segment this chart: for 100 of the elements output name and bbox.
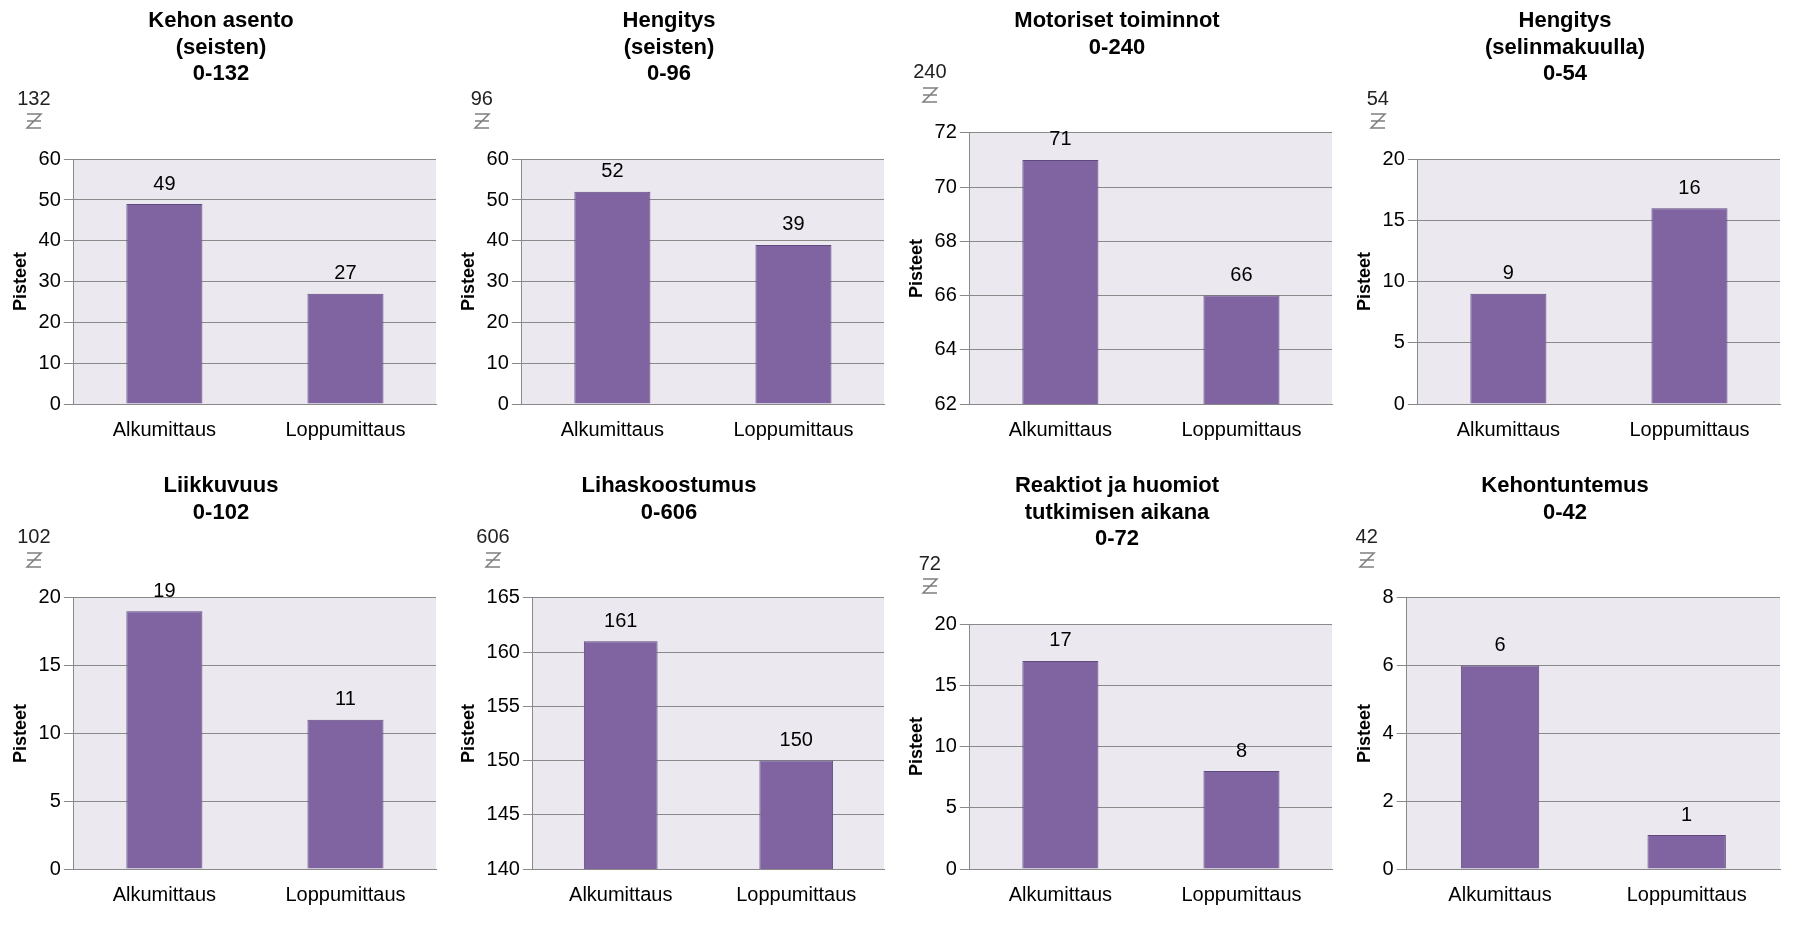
y-tick-label: 68 <box>934 228 957 251</box>
data-label: 8 <box>1235 738 1248 761</box>
y-tick-label: 50 <box>486 187 509 210</box>
data-label: 9 <box>1502 261 1514 284</box>
data-label: 11 <box>335 687 356 710</box>
y-tick-label: 5 <box>945 795 957 818</box>
y-tick-label: 160 <box>486 639 520 662</box>
data-label: 39 <box>782 212 805 235</box>
chart-title: Kehon asento (seisten) 0-132 <box>148 7 294 86</box>
x-tick-label: Loppumittaus <box>285 882 406 905</box>
y-tick-label: 15 <box>934 672 957 695</box>
y-tick-label: 0 <box>497 391 509 414</box>
y-tick-label: 8 <box>1382 585 1394 608</box>
x-tick-label: Alkumittaus <box>112 882 217 905</box>
x-tick-label: Alkumittaus <box>1008 417 1113 440</box>
y-tick-label: 4 <box>1382 720 1394 743</box>
y-tick-label: 150 <box>486 748 520 771</box>
chart-title: Hengitys (seisten) 0-96 <box>622 7 716 86</box>
x-tick-label: Loppumittaus <box>1626 882 1747 905</box>
y-tick-label: 0 <box>49 856 61 879</box>
x-tick-label: Loppumittaus <box>736 882 857 905</box>
y-tick-label: 20 <box>38 309 61 332</box>
y-tick-label: 0 <box>1393 391 1405 414</box>
y-tick-label: 20 <box>38 585 61 608</box>
y-tick-label: 20 <box>934 611 957 634</box>
data-label: 161 <box>604 608 638 631</box>
text: 54 <box>1366 86 1389 109</box>
y-tick-label: 5 <box>1393 330 1405 353</box>
x-tick-label: Loppumittaus <box>1629 417 1750 440</box>
data-label: 19 <box>153 578 176 601</box>
text: 72 <box>918 551 941 574</box>
y-tick-label: 70 <box>934 174 957 197</box>
y-tick-label: 145 <box>486 802 520 825</box>
y-tick-label: 15 <box>1382 207 1405 230</box>
y-tick-label: 62 <box>934 391 957 414</box>
data-label: 66 <box>1230 263 1253 286</box>
y-tick-label: 10 <box>38 350 61 373</box>
y-tick-label: 0 <box>49 391 61 414</box>
y-tick-label: 50 <box>38 187 61 210</box>
x-tick-label: Alkumittaus <box>560 417 665 440</box>
text: 132 <box>17 86 51 109</box>
data-label: 71 <box>1049 127 1072 150</box>
y-axis-title: Pisteet <box>457 703 478 763</box>
y-axis-title: Pisteet <box>9 703 30 763</box>
y-tick-label: 10 <box>934 734 957 757</box>
text: 96 <box>470 86 493 109</box>
x-tick-label: Loppumittaus <box>285 417 406 440</box>
y-axis-title: Pisteet <box>905 717 926 777</box>
y-axis-title: Pisteet <box>905 238 926 298</box>
y-tick-label: 6 <box>1382 653 1394 676</box>
data-label: 49 <box>153 171 176 194</box>
y-tick-label: 20 <box>486 309 509 332</box>
y-tick-label: 64 <box>934 337 957 360</box>
data-label: 16 <box>1678 175 1701 198</box>
chart-title: Reaktiot ja huomiot tutkimisen aikana 0-72 <box>1014 472 1220 551</box>
y-axis-title: Pisteet <box>1353 252 1374 312</box>
y-tick-label: 40 <box>38 228 61 251</box>
x-tick-label: Alkumittaus <box>1448 882 1552 905</box>
data-label: 150 <box>779 728 813 751</box>
data-label: 1 <box>1681 802 1693 825</box>
y-tick-label: 72 <box>934 120 957 143</box>
y-axis-title: Pisteet <box>1353 703 1374 763</box>
y-tick-label: 30 <box>486 269 509 292</box>
text: 102 <box>17 525 51 548</box>
y-tick-label: 10 <box>1382 269 1405 292</box>
data-label: 52 <box>601 159 624 182</box>
y-tick-label: 140 <box>486 856 520 879</box>
x-tick-label: Alkumittaus <box>569 882 673 905</box>
y-tick-label: 165 <box>486 585 520 608</box>
y-tick-label: 60 <box>38 146 61 169</box>
text: 42 <box>1355 525 1378 548</box>
y-tick-label: 20 <box>1382 146 1405 169</box>
y-tick-label: 5 <box>49 788 61 811</box>
chart-title: Motoriset toiminnot 0-240 <box>1014 7 1221 59</box>
text: 606 <box>476 525 510 548</box>
y-tick-label: 30 <box>38 269 61 292</box>
x-tick-label: Alkumittaus <box>1008 882 1113 905</box>
x-tick-label: Loppumittaus <box>1181 417 1302 440</box>
y-tick-label: 15 <box>38 653 61 676</box>
y-tick-label: 10 <box>38 720 61 743</box>
x-tick-label: Loppumittaus <box>1181 882 1302 905</box>
x-tick-label: Loppumittaus <box>733 417 854 440</box>
y-axis-title: Pisteet <box>457 252 478 312</box>
chart-title: Liikkuvuus 0-102 <box>163 472 279 524</box>
y-tick-label: 0 <box>945 856 957 879</box>
y-tick-label: 66 <box>934 283 957 306</box>
y-tick-label: 60 <box>486 146 509 169</box>
y-tick-label: 155 <box>486 693 520 716</box>
data-label: 17 <box>1049 628 1072 651</box>
chart-title: Lihaskoostumus 0-606 <box>581 472 757 524</box>
text: 240 <box>913 60 947 83</box>
y-tick-label: 10 <box>486 350 509 373</box>
y-tick-label: 2 <box>1382 788 1394 811</box>
chart-title: Kehontuntemus 0-42 <box>1481 472 1649 524</box>
data-label: 6 <box>1494 633 1506 656</box>
y-axis-title: Pisteet <box>9 252 30 312</box>
y-tick-label: 40 <box>486 228 509 251</box>
x-tick-label: Alkumittaus <box>112 417 217 440</box>
x-tick-label: Alkumittaus <box>1456 417 1561 440</box>
chart-title: Hengitys (selinmakuulla) 0-54 <box>1484 7 1646 86</box>
